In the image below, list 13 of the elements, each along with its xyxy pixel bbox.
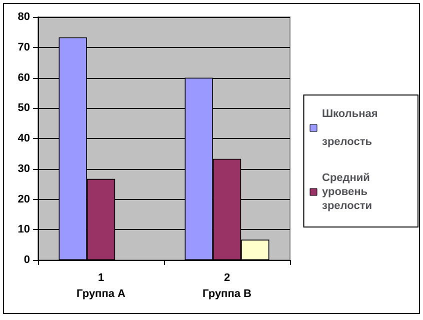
- x-tick-label: 2 Группа В: [202, 272, 252, 300]
- y-tick-label: 50: [18, 102, 30, 114]
- y-tick-label: 80: [18, 11, 30, 23]
- y-tick-label: 10: [18, 224, 30, 236]
- legend-label: Средний уровень зрелости: [322, 172, 373, 212]
- y-tick-label: 30: [18, 162, 30, 175]
- y-tick-label: 60: [18, 72, 30, 84]
- text: Школьная зрелость: [322, 108, 378, 148]
- y-tick-label: 20: [18, 193, 30, 206]
- y-tick-label: 70: [18, 41, 30, 54]
- y-tick-label: 40: [18, 132, 30, 144]
- y-tick-label: 0: [24, 254, 30, 266]
- x-tick-label: 1 Группа А: [76, 272, 126, 300]
